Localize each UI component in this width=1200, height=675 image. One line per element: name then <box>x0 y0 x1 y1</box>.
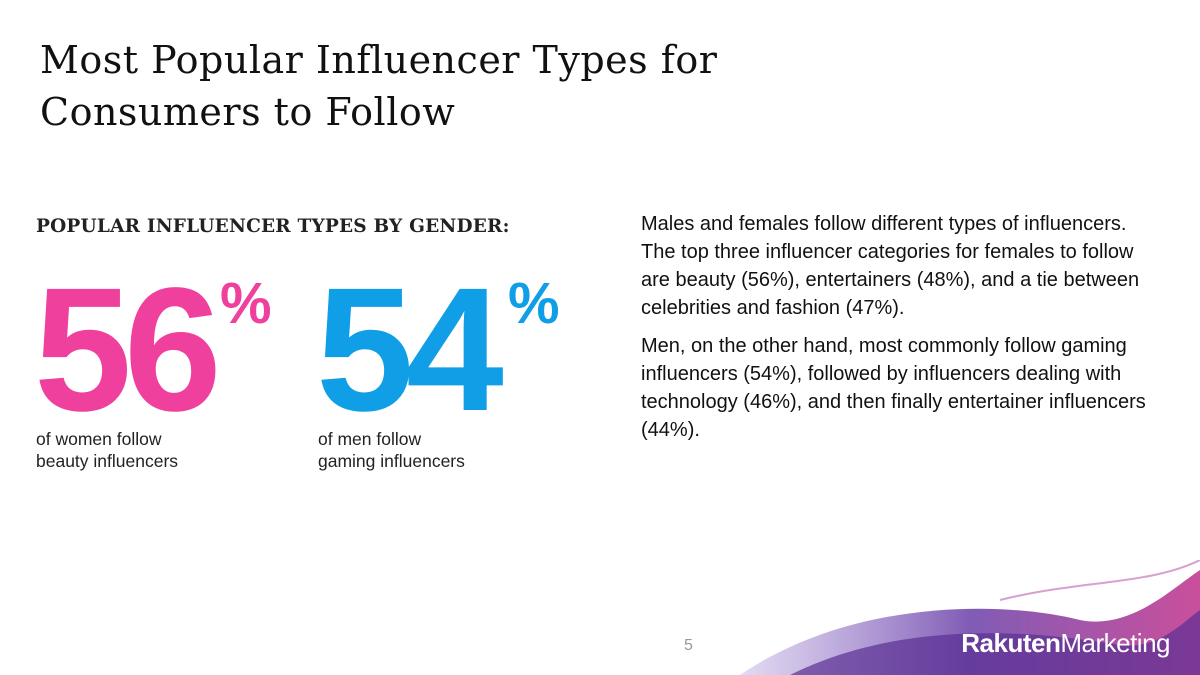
stats-heading: POPULAR INFLUENCER TYPES BY GENDER: <box>36 216 510 237</box>
stat-unit: % <box>508 271 560 336</box>
stat-caption: of men follow gaming influencers <box>318 428 465 472</box>
stat-caption: of women follow beauty influencers <box>36 428 178 472</box>
logo: RakutenMarketing <box>961 628 1170 659</box>
caption-line: of women follow <box>36 429 162 449</box>
paragraph: Males and females follow different types… <box>641 213 1140 319</box>
caption-line: gaming influencers <box>318 451 465 471</box>
caption-line: beauty influencers <box>36 451 179 471</box>
logo-brand: Rakuten <box>961 628 1061 658</box>
caption-line: of men follow <box>318 429 422 449</box>
stat-value: 54 <box>316 252 504 448</box>
stat-unit: % <box>220 271 272 336</box>
title: Most Popular Influencer Types for Consum… <box>40 34 717 138</box>
page-number: 5 <box>684 637 693 654</box>
stat-value: 56 <box>34 252 222 448</box>
decor-swoosh <box>740 560 1200 675</box>
paragraph: Men, on the other hand, most commonly fo… <box>641 335 1146 441</box>
body-text: Males and females follow different types… <box>641 210 1161 454</box>
logo-product: Marketing <box>1060 628 1170 658</box>
title-line: Most Popular Influencer Types for <box>40 38 718 82</box>
title-line: Consumers to Follow <box>40 90 456 134</box>
